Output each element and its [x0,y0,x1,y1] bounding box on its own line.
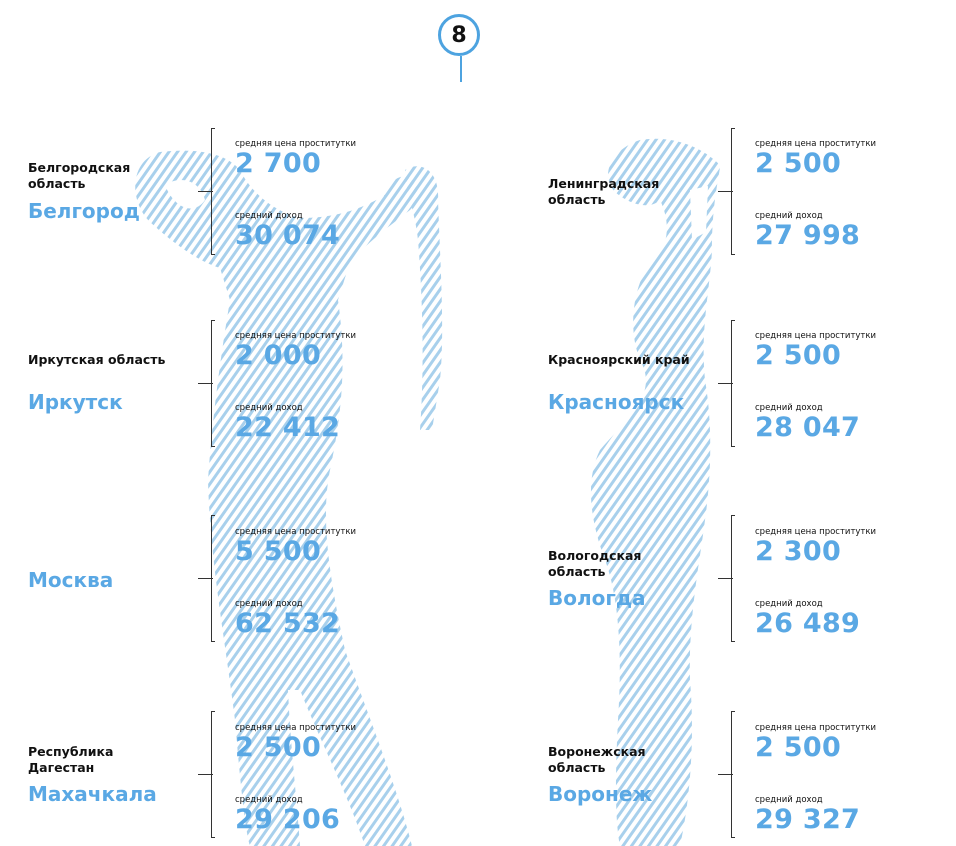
bracket [731,320,735,447]
income-value: 28 047 [755,412,861,443]
income-value: 62 532 [235,608,341,639]
income-value: 26 489 [755,608,861,639]
income-label: средний доход [755,403,823,413]
right-figure-silhouette [590,138,720,846]
region-name: Республика Дагестан [28,744,114,775]
income-value: 27 998 [755,220,861,251]
city-name: Иркутск [28,390,123,414]
bracket-tick [198,191,213,192]
bracket [211,128,215,255]
bracket-tick [718,191,733,192]
city-name: Красноярск [548,390,685,414]
price-label: средняя цена проститутки [235,527,357,537]
price-value: 2 500 [755,340,842,371]
bracket-tick [718,774,733,775]
price-value: 2 700 [235,148,322,179]
price-value: 2 500 [755,148,842,179]
price-value: 2 000 [235,340,322,371]
income-value: 29 327 [755,804,861,835]
price-label: средняя цена проститутки [235,331,357,341]
region-name: Ленинградская область [548,176,660,207]
price-label: средняя цена проститутки [235,723,357,733]
income-label: средний доход [755,599,823,609]
bracket-tick [198,578,213,579]
price-value: 2 300 [755,536,842,567]
price-label: средняя цена проститутки [755,331,877,341]
bracket [211,515,215,642]
income-label: средний доход [755,795,823,805]
chart-number-badge: 8 [438,14,480,56]
city-name: Москва [28,568,114,592]
bracket [731,515,735,642]
left-figure-silhouette [135,150,443,846]
bracket-tick [718,383,733,384]
income-value: 29 206 [235,804,341,835]
region-name: Белгородская область [28,160,131,191]
price-label: средняя цена проститутки [755,723,877,733]
bracket-tick [198,774,213,775]
bracket [731,128,735,255]
bracket [211,711,215,838]
income-label: средний доход [235,795,303,805]
income-label: средний доход [235,211,303,221]
city-name: Воронеж [548,782,653,806]
price-value: 5 500 [235,536,322,567]
price-value: 2 500 [235,732,322,763]
income-value: 30 074 [235,220,341,251]
price-value: 2 500 [755,732,842,763]
region-name: Иркутская область [28,352,166,367]
region-name: Вологодская область [548,548,642,579]
income-label: средний доход [235,599,303,609]
income-label: средний доход [755,211,823,221]
bracket [731,711,735,838]
city-name: Белгород [28,199,140,223]
price-label: средняя цена проститутки [755,139,877,149]
bracket-tick [198,383,213,384]
badge-stem [460,56,462,82]
price-label: средняя цена проститутки [755,527,877,537]
bracket-tick [718,578,733,579]
region-name: Воронежская область [548,744,646,775]
income-label: средний доход [235,403,303,413]
income-value: 22 412 [235,412,341,443]
price-label: средняя цена проститутки [235,139,357,149]
city-name: Махачкала [28,782,157,806]
city-name: Вологда [548,586,646,610]
region-name: Красноярский край [548,352,690,367]
bracket [211,320,215,447]
